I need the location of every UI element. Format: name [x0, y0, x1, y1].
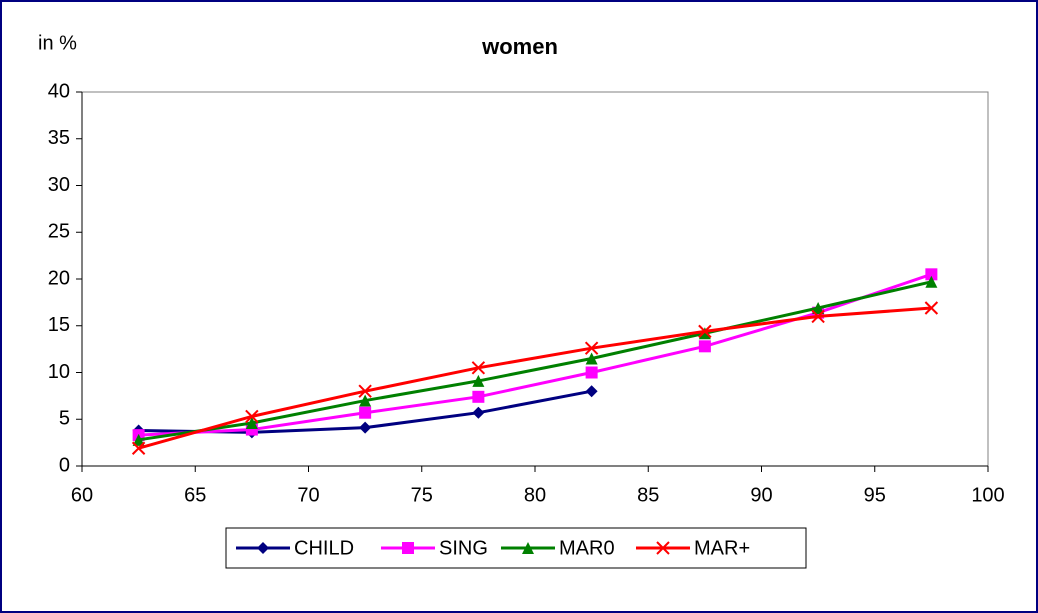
marker [245, 416, 258, 429]
x-tick-label: 85 [637, 484, 659, 506]
x-tick-label: 80 [524, 484, 546, 506]
marker [698, 327, 711, 340]
marker [584, 341, 599, 355]
marker [925, 268, 938, 281]
y-tick-label: 10 [48, 361, 70, 383]
marker [358, 384, 372, 398]
marker [471, 361, 486, 375]
marker [257, 542, 269, 554]
y-tick-label: 40 [48, 80, 70, 102]
x-tick-label: 100 [971, 484, 1004, 506]
legend-label: MAR+ [694, 537, 750, 559]
y-axis-label: in % [38, 32, 77, 54]
series-line [138, 306, 932, 450]
marker [585, 352, 598, 365]
legend-label: MAR0 [559, 537, 615, 559]
marker [925, 275, 938, 288]
marker [359, 421, 372, 434]
legend-label: SING [439, 537, 488, 559]
marker [924, 301, 939, 315]
marker [472, 406, 485, 419]
series-line [138, 280, 932, 442]
x-tick-label: 90 [750, 484, 772, 506]
x-tick-label: 75 [411, 484, 433, 506]
y-tick-label: 0 [59, 454, 70, 476]
x-tick-label: 70 [297, 484, 319, 506]
legend-label: CHILD [294, 537, 354, 559]
marker [656, 541, 670, 555]
y-tick-label: 15 [48, 314, 70, 336]
marker [359, 394, 372, 407]
marker [245, 409, 259, 424]
x-tick-label: 65 [184, 484, 206, 506]
marker [698, 340, 711, 353]
marker [132, 433, 145, 446]
marker [585, 385, 598, 398]
x-tick-label: 95 [864, 484, 886, 506]
marker [131, 441, 146, 455]
marker [812, 301, 825, 314]
marker [472, 374, 485, 387]
marker [698, 324, 712, 339]
y-tick-label: 5 [59, 408, 70, 430]
y-tick-label: 30 [48, 174, 70, 196]
y-tick-label: 25 [48, 221, 70, 243]
marker [522, 542, 534, 554]
y-tick-label: 20 [48, 267, 70, 289]
marker [585, 366, 598, 379]
y-tick-label: 35 [48, 127, 70, 149]
marker [811, 309, 825, 324]
x-tick-label: 60 [71, 484, 93, 506]
marker [359, 406, 372, 419]
marker [402, 542, 414, 554]
marker [472, 390, 485, 403]
chart-title: women [481, 34, 558, 59]
legend-box [225, 527, 807, 569]
